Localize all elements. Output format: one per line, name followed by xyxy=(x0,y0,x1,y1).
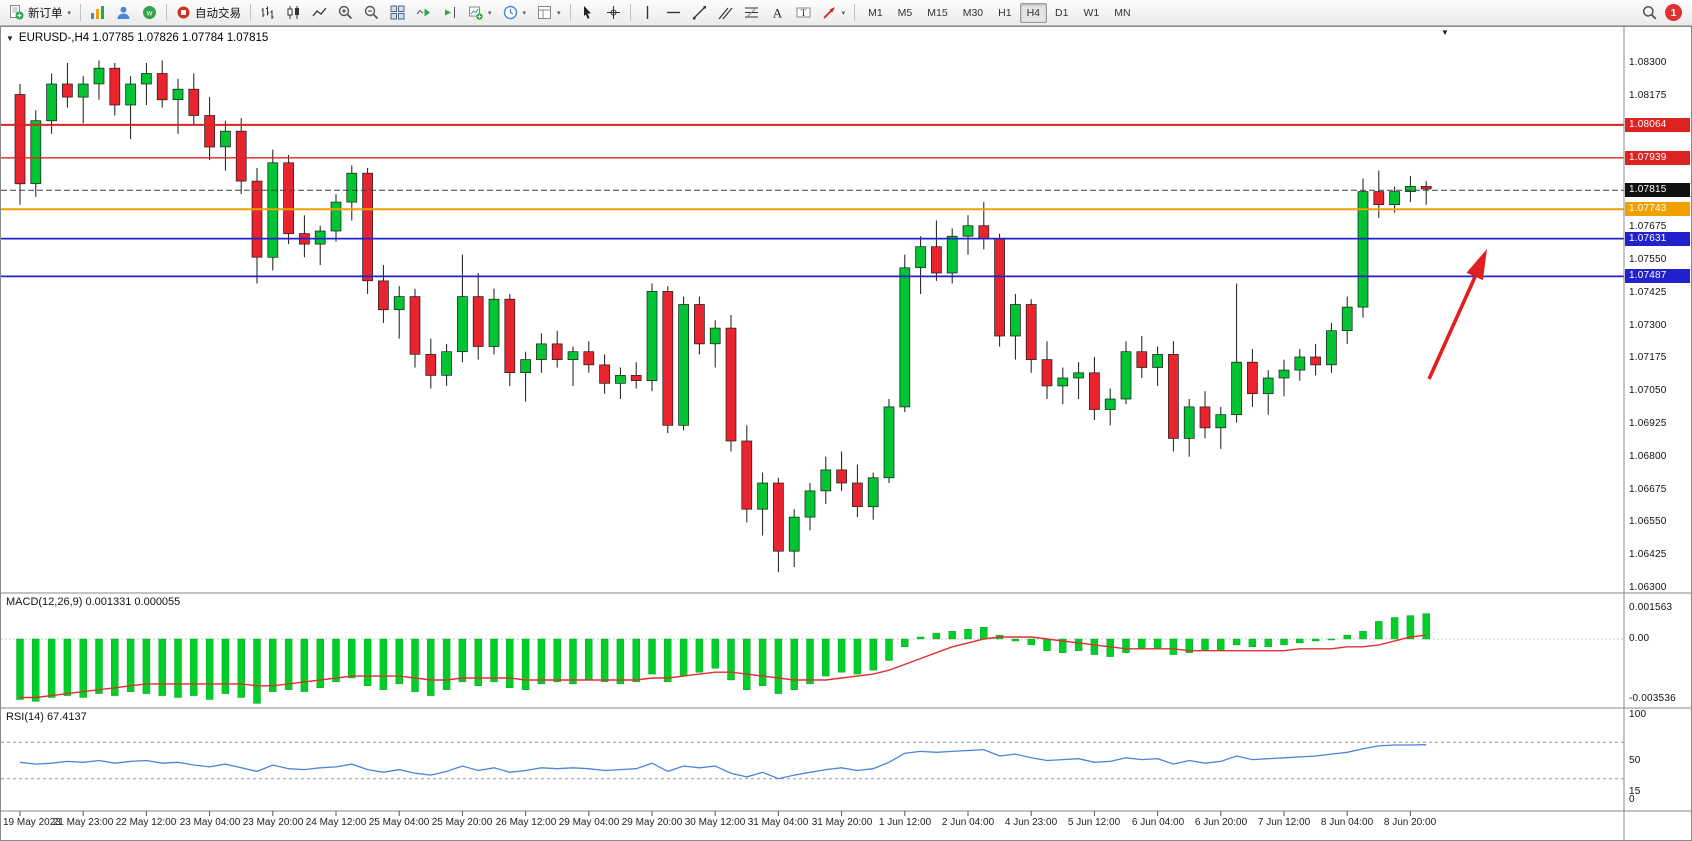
templates-button[interactable]: ▾ xyxy=(532,2,566,24)
toolbar-separator xyxy=(80,4,82,21)
text-icon: A xyxy=(772,6,782,21)
cursor-icon xyxy=(583,6,591,19)
channel-icon xyxy=(718,7,733,20)
vertical-line-button[interactable] xyxy=(635,2,660,24)
trend-arrow-annotation xyxy=(1427,249,1487,380)
text-button[interactable]: A xyxy=(765,2,790,24)
new-order-label: 新订单 xyxy=(28,7,63,20)
rsi-label: RSI(14) 67.4137 xyxy=(6,711,87,723)
trendline-button[interactable] xyxy=(687,2,712,24)
notification-badge[interactable]: 1 xyxy=(1665,4,1682,21)
chart-shift-marker[interactable]: ▼ xyxy=(1441,28,1449,37)
timeframe-button-m1[interactable]: M1 xyxy=(868,6,883,19)
svg-text:T: T xyxy=(800,8,806,18)
zoom-in-icon xyxy=(338,5,353,20)
arrow-object-icon xyxy=(822,7,835,19)
zoom-in-button[interactable] xyxy=(333,2,358,24)
zoom-out-icon xyxy=(364,5,379,20)
chevron-down-icon: ▾ xyxy=(557,9,561,17)
horizontal-line-button[interactable] xyxy=(661,2,686,24)
line-chart-type-button[interactable] xyxy=(307,2,332,24)
new-chart-button[interactable]: ▾ xyxy=(463,2,497,24)
clock-icon xyxy=(503,5,517,20)
auto-trading-label: 自动交易 xyxy=(195,7,242,20)
crosshair-button[interactable] xyxy=(601,2,626,24)
chevron-down-icon: ▾ xyxy=(841,9,846,17)
profile-button[interactable] xyxy=(111,2,136,24)
arrows-button[interactable]: ▾ xyxy=(817,2,851,24)
line-type-icon xyxy=(312,7,327,17)
dropdown-arrow-icon: ▼ xyxy=(6,34,14,43)
toolbar-separator xyxy=(166,4,168,21)
crosshair-icon xyxy=(606,6,620,19)
tile-windows-button[interactable] xyxy=(385,2,410,24)
zoom-out-button[interactable] xyxy=(359,2,384,24)
macd-label: MACD(12,26,9) 0.001331 0.000055 xyxy=(6,596,181,608)
bar-chart-type-button[interactable] xyxy=(255,2,280,24)
timeframe-button-m15[interactable]: M15 xyxy=(927,6,948,19)
periods-button[interactable]: ▾ xyxy=(498,2,532,24)
trendline-icon xyxy=(692,6,706,20)
chart-ohlc-legend: ▼ EURUSD-,H4 1.07785 1.07826 1.07784 1.07… xyxy=(6,32,268,44)
svg-text:w: w xyxy=(146,9,153,18)
chevron-down-icon: ▾ xyxy=(522,9,527,17)
timeframe-toolbar: M1 M5 M15 M30 H1 H4 D1 W1 MN xyxy=(861,2,1137,23)
new-order-button[interactable]: 新订单 ▾ xyxy=(4,2,76,24)
toolbar-separator xyxy=(854,4,856,21)
bar-chart-icon xyxy=(91,6,105,19)
vertical-line-icon xyxy=(646,6,648,19)
tile-windows-icon xyxy=(390,5,405,20)
template-icon xyxy=(538,6,552,19)
search-icon xyxy=(1642,5,1657,20)
new-order-icon xyxy=(10,5,24,20)
channel-button[interactable] xyxy=(713,2,738,24)
timeframe-button-h4[interactable]: H4 xyxy=(1019,2,1048,23)
community-icon: w xyxy=(143,6,157,19)
fibonacci-button[interactable] xyxy=(739,2,764,24)
timeframe-button-m5[interactable]: M5 xyxy=(897,6,913,19)
auto-trading-icon xyxy=(177,6,190,19)
new-chart-icon xyxy=(469,6,483,20)
candlestick-type-icon xyxy=(287,6,300,19)
ohlc-legend-text: EURUSD-,H4 1.07785 1.07826 1.07784 1.078… xyxy=(18,32,269,44)
search-button[interactable] xyxy=(1637,2,1662,24)
candlestick-chart-type-button[interactable] xyxy=(281,2,306,24)
text-label-button[interactable]: T xyxy=(791,2,816,24)
text-label-icon: T xyxy=(796,7,811,18)
fibonacci-icon xyxy=(744,6,758,19)
top-toolbar: 新订单 ▾ w 自动交易 ▾ ▾ ▾ A T ▾ M1 M5 M15 M30 H1 H4 D… xyxy=(0,0,1692,26)
toolbar-separator xyxy=(629,4,631,21)
chevron-down-icon: ▾ xyxy=(67,9,72,17)
notification-count: 1 xyxy=(1670,6,1677,19)
timeframe-button-m30[interactable]: M30 xyxy=(962,6,984,19)
chart-shift-button[interactable] xyxy=(437,2,462,24)
charts-window-button[interactable] xyxy=(85,2,110,24)
auto-scroll-icon xyxy=(416,8,431,17)
horizontal-line-icon xyxy=(666,11,680,14)
timeframe-button-mn[interactable]: MN xyxy=(1114,6,1131,19)
bars-type-icon xyxy=(261,6,274,19)
auto-trading-button[interactable]: 自动交易 xyxy=(171,2,246,24)
toolbar-separator xyxy=(569,4,571,21)
toolbar-separator xyxy=(250,4,252,21)
chevron-down-icon: ▾ xyxy=(488,9,492,17)
auto-scroll-button[interactable] xyxy=(411,2,436,24)
svg-text:A: A xyxy=(772,6,782,21)
timeframe-button-d1[interactable]: D1 xyxy=(1055,6,1069,19)
price-chart-canvas[interactable] xyxy=(1,27,1691,840)
timeframe-button-w1[interactable]: W1 xyxy=(1083,6,1100,19)
chart-shift-icon xyxy=(445,7,456,18)
timeframe-button-h1[interactable]: H1 xyxy=(998,6,1012,19)
community-button[interactable]: w xyxy=(137,2,162,24)
chart-window: 1.08300 1.08175 1.07675 1.07550 1.07425 1.073… xyxy=(0,26,1692,841)
person-icon xyxy=(117,6,130,19)
cursor-button[interactable] xyxy=(575,2,600,24)
